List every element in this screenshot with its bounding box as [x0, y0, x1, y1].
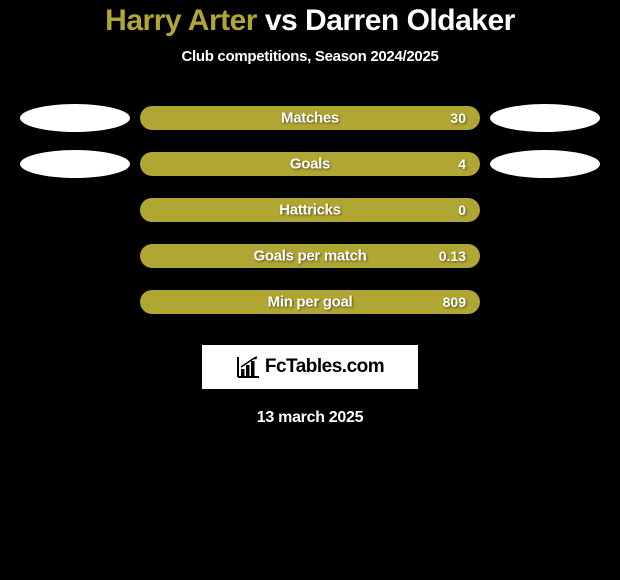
stat-label: Goals per match	[253, 248, 366, 265]
bar-chart-icon	[236, 356, 260, 378]
stat-bar: Goals 4	[140, 152, 480, 176]
title-vs: vs	[265, 4, 297, 37]
bar-fill-left	[140, 106, 283, 130]
stat-value-right: 0.13	[439, 248, 466, 264]
stat-bar: Matches 30	[140, 106, 480, 130]
stat-bar: Hattricks 0	[140, 198, 480, 222]
subtitle: Club competitions, Season 2024/2025	[0, 48, 620, 65]
brand-text: FcTables.com	[265, 356, 384, 378]
comparison-infographic: Harry Arter vs Darren Oldaker Club compe…	[0, 0, 620, 427]
stat-bar: Min per goal 809	[140, 290, 480, 314]
stat-value-right: 0	[458, 202, 466, 218]
bar-fill-left	[140, 290, 283, 314]
stat-row: Goals per match 0.13	[0, 233, 620, 279]
stat-label: Hattricks	[279, 202, 341, 219]
right-oval	[490, 150, 600, 178]
right-oval	[490, 104, 600, 132]
stat-value-right: 809	[443, 294, 466, 310]
bar-fill-left	[140, 152, 283, 176]
stat-bar: Goals per match 0.13	[140, 244, 480, 268]
title-player-left: Harry Arter	[105, 4, 257, 37]
page-title: Harry Arter vs Darren Oldaker	[0, 4, 620, 38]
stat-row: Matches 30	[0, 95, 620, 141]
stat-row: Hattricks 0	[0, 187, 620, 233]
stat-value-right: 4	[458, 156, 466, 172]
stat-row: Min per goal 809	[0, 279, 620, 325]
left-oval	[20, 150, 130, 178]
title-player-right: Darren Oldaker	[305, 4, 515, 37]
stat-label: Min per goal	[268, 294, 353, 311]
left-oval	[20, 104, 130, 132]
stat-value-right: 30	[450, 110, 466, 126]
stat-label: Goals	[290, 156, 330, 173]
brand-box: FcTables.com	[202, 345, 418, 389]
footer-date: 13 march 2025	[0, 409, 620, 427]
stat-row: Goals 4	[0, 141, 620, 187]
stat-label: Matches	[281, 110, 339, 127]
stat-rows: Matches 30 Goals 4 Hattricks 0 Goals per match…	[0, 95, 620, 325]
